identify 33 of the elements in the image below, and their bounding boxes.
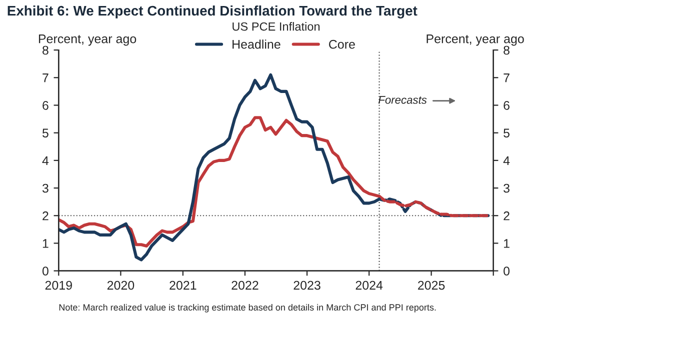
y-tick-label: 6 <box>42 101 48 110</box>
x-tick-label: 2020 <box>107 280 134 290</box>
text: Note: March realized value is tracking estimate based on details in March CPI and PPI reports. <box>59 304 436 312</box>
y2-tick-label: 3 <box>504 184 510 193</box>
y2-tick-label: 2 <box>504 211 510 220</box>
y-tick-label: 8 <box>42 46 48 55</box>
y-tick-label: 2 <box>42 211 48 220</box>
y-axis-title: Percent, year ago <box>38 34 136 46</box>
x-tick-label: 2021 <box>170 280 196 290</box>
y2-tick-label: 1 <box>504 239 510 248</box>
y2-tick-label: 4 <box>503 156 510 165</box>
chart-title: Exhibit 6: We Expect Continued Disinflation Toward the Target <box>8 5 418 18</box>
y-tick-label: 5 <box>42 128 48 138</box>
legend-label: Core <box>329 40 355 49</box>
y2-axis-title: Percent, year ago <box>426 34 524 46</box>
x-tick-label: 2022 <box>232 280 258 290</box>
legend-label: Headline <box>232 40 280 49</box>
y2-tick-label: 8 <box>504 46 510 55</box>
x-tick-label: 2024 <box>356 280 383 290</box>
x-tick-label: 2023 <box>294 280 320 290</box>
x-tick-label: 2025 <box>418 280 445 290</box>
y-tick-label: 7 <box>42 74 48 82</box>
y2-tick-label: 7 <box>504 74 510 82</box>
y2-tick-label: 6 <box>504 101 510 110</box>
annotation: Forecasts <box>378 96 427 104</box>
chart-subtitle: US PCE Inflation <box>232 22 320 31</box>
y2-tick-label: 0 <box>504 266 510 276</box>
y-tick-label: 0 <box>42 266 48 276</box>
x-tick-label: 2019 <box>45 280 72 290</box>
y2-tick-label: 5 <box>504 128 510 138</box>
y-tick-label: 1 <box>42 239 48 248</box>
y-tick-label: 4 <box>42 156 49 165</box>
y-tick-label: 3 <box>42 184 48 193</box>
